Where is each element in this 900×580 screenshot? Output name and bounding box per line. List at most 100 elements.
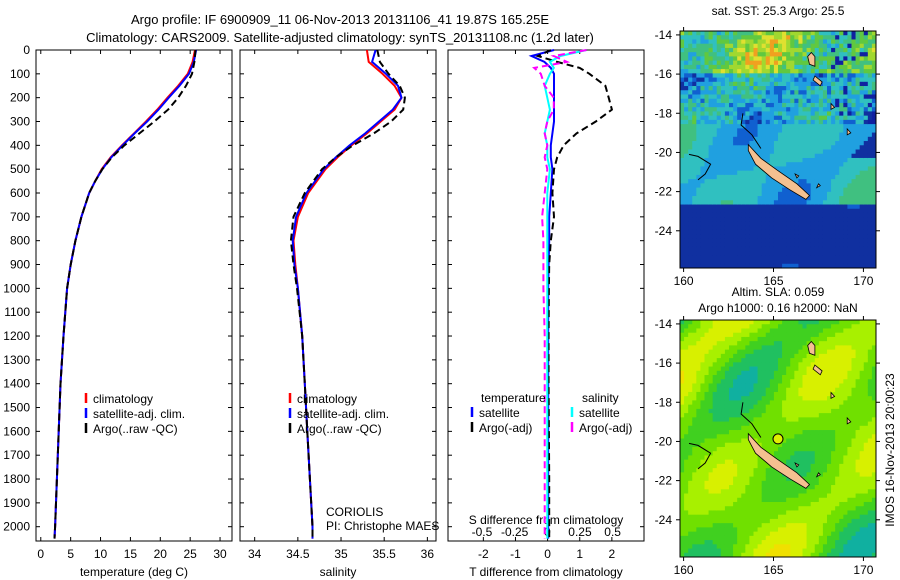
map-cell [810, 43, 816, 49]
map-cell [716, 425, 722, 431]
map-cell [745, 459, 750, 465]
map-cell [688, 548, 693, 554]
map-cell [737, 191, 742, 197]
map-cell [769, 324, 775, 329]
map-cell [692, 39, 697, 45]
map-cell [814, 35, 820, 40]
map-cell [769, 446, 775, 452]
map-cell [769, 451, 775, 456]
map-cell [782, 39, 787, 45]
map-cell [765, 366, 771, 372]
map-cell [753, 489, 758, 494]
map-cell [818, 396, 824, 401]
map-cell [782, 153, 787, 159]
map-cell [843, 196, 848, 201]
map-cell [855, 69, 861, 74]
map-cell [790, 31, 795, 36]
map-cell [692, 200, 697, 205]
map-cell [737, 455, 742, 461]
map-cell [818, 353, 824, 359]
map-cell [802, 200, 807, 205]
map-cell [847, 47, 852, 53]
map-cell [835, 179, 840, 184]
map-cell [761, 43, 767, 49]
map-cell [733, 153, 738, 159]
map-cell [761, 102, 767, 108]
map-cell [790, 52, 795, 57]
map-cell [822, 77, 828, 83]
map-cell [724, 229, 730, 235]
map-cell [806, 204, 812, 210]
map-cell [696, 455, 701, 461]
map-cell [802, 548, 807, 554]
map-cell [729, 493, 734, 499]
map-cell [814, 64, 820, 70]
map-cell [786, 341, 791, 346]
map-cell [761, 383, 767, 389]
map-cell [708, 153, 714, 159]
map-cell [859, 187, 865, 193]
map-cell [847, 132, 852, 138]
map-cell [761, 128, 767, 133]
map-cell [724, 259, 730, 265]
map-cell [867, 251, 873, 256]
map-cell [745, 60, 750, 66]
map-cell [708, 225, 714, 231]
map-cell [778, 527, 783, 533]
map-cell [798, 77, 803, 83]
map-cell [749, 81, 754, 87]
map-cell [818, 204, 824, 210]
map-cell [818, 341, 824, 346]
map-cell [733, 544, 738, 549]
map-cell [831, 31, 836, 36]
map-cell [769, 221, 775, 227]
map-cell [794, 119, 799, 125]
map-cell [855, 141, 861, 146]
map-cell [700, 459, 705, 465]
map-cell [863, 179, 869, 184]
map-cell [765, 69, 771, 74]
map-cell [843, 119, 848, 125]
map-cell [818, 251, 824, 256]
map-cell [729, 43, 734, 49]
map-cell [859, 124, 865, 129]
map-cell [745, 468, 750, 473]
map-cell [720, 238, 726, 243]
map-cell [712, 43, 718, 49]
map-cell [769, 434, 775, 439]
map-cell [786, 353, 791, 359]
map-cell [704, 166, 709, 172]
map-cell [716, 336, 722, 342]
map-cell [802, 225, 807, 231]
map-cell [786, 493, 791, 499]
map-cell [871, 225, 877, 231]
map-cell [798, 204, 803, 210]
map-cell [782, 353, 787, 359]
map-cell [827, 107, 832, 112]
map-cell [818, 107, 824, 112]
map-cell [692, 552, 697, 558]
map-cell [704, 438, 709, 444]
map-cell [765, 548, 771, 554]
island-land [794, 173, 800, 179]
map-cell [843, 107, 848, 112]
map-cell [749, 162, 754, 167]
map-cell [712, 510, 718, 516]
map-cell [720, 225, 726, 231]
map-cell [753, 455, 758, 461]
x-tick-label: 30 [213, 547, 227, 561]
map-cell [708, 396, 714, 401]
map-cell [835, 196, 840, 201]
map-cell [749, 480, 754, 486]
map-cell [704, 128, 709, 133]
map-cell [806, 400, 812, 406]
map-cell [765, 149, 771, 155]
map-cell [810, 531, 816, 537]
map-cell [716, 107, 722, 112]
map-cell [716, 510, 722, 516]
map-cell [814, 52, 820, 57]
map-cell [769, 404, 775, 410]
map-cell [724, 35, 730, 40]
map-cell [761, 497, 767, 503]
map-cell [741, 320, 746, 325]
